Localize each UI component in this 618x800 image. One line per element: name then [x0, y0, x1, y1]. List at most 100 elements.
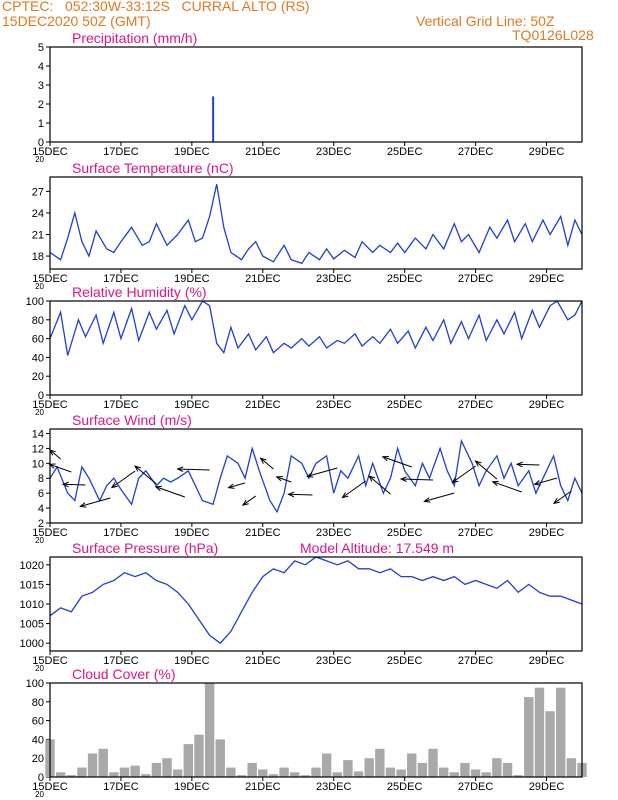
panel-1-xtick-label: 15DEC — [32, 146, 68, 158]
panel-3-title: Relative Humidity (%) — [72, 284, 207, 300]
panel-1-ytick-label: 2 — [38, 99, 44, 111]
panel-3-ytick-label: 0 — [38, 390, 44, 402]
panel-4-xtick-label: 19DEC — [174, 527, 210, 539]
panel-6-cloud-bar — [87, 753, 98, 777]
wind-arrow-head — [533, 480, 541, 486]
panel-6-cloud-bar — [109, 772, 119, 777]
panel-3-xtick-label: 25DEC — [387, 399, 423, 411]
panel-4-xtick-label: 21DEC — [245, 527, 281, 539]
date-header: 15DEC2020 50Z (GMT) — [2, 13, 151, 29]
panel-6-year-fragment: 20 — [35, 790, 44, 799]
panel-6-xtick-label: 17DEC — [103, 781, 139, 793]
panel-6-ytick-label: 80 — [32, 697, 44, 709]
panel-2-ytick-label: 18 — [32, 251, 44, 263]
panel-3-xtick-label: 23DEC — [316, 399, 352, 411]
panel-6-cloud-bar — [353, 771, 364, 777]
wind-arrow-head — [474, 460, 482, 467]
panel-6-cloud-bar — [343, 760, 353, 777]
panel-6-xtick-label: 19DEC — [174, 781, 210, 793]
panel-6-cloud-bar — [183, 744, 194, 777]
panel-1-xtick-label: 29DEC — [529, 146, 565, 158]
panel-1-xtick-label: 19DEC — [174, 146, 210, 158]
panel-5-frame — [49, 556, 583, 652]
wind-arrow — [368, 475, 391, 495]
wind-arrow-head — [110, 482, 118, 489]
panel-1-ytick-label: 0 — [38, 137, 44, 149]
panel-1-xtick-label: 25DEC — [387, 146, 423, 158]
wind-arrow-head — [306, 472, 314, 478]
panel-6-cloud-bar — [141, 774, 151, 777]
wind-arrow — [475, 460, 498, 480]
panel-6-cloud-bar — [364, 758, 374, 777]
panel-6-cloud-bar — [279, 767, 289, 777]
panel-5-ytick-label: 1005 — [20, 619, 44, 631]
panel-2-xtick-label: 19DEC — [174, 273, 210, 285]
panel-2-frame — [49, 176, 583, 270]
panel-4-series-line — [49, 438, 583, 514]
panel-2-xtick-label: 29DEC — [529, 273, 565, 285]
panel-6-cloud-bar — [247, 762, 257, 777]
wind-arrow — [228, 482, 246, 489]
panel-4-ytick-label: 4 — [38, 503, 44, 515]
panel-6-cloud-bar — [300, 775, 311, 777]
panel-4-xtick-label: 27DEC — [458, 527, 494, 539]
panel-6-cloud-bar — [215, 739, 225, 777]
panel-4-xtick-label: 29DEC — [529, 527, 565, 539]
panel-1-xtick-label: 27DEC — [458, 146, 494, 158]
panel-2-ytick-label: 24 — [32, 208, 44, 220]
wind-arrow-head — [381, 455, 389, 462]
wind-arrow — [260, 457, 274, 470]
wind-arrow — [492, 481, 522, 493]
panel-3-ytick-label: 20 — [32, 371, 44, 383]
panel-1-title: Precipitation (mm/h) — [72, 30, 197, 46]
panel-2-series-line — [49, 184, 583, 265]
wind-arrow-head — [241, 499, 249, 506]
panel-3-xtick-label: 27DEC — [458, 399, 494, 411]
model-code: TQ0126L028 — [512, 27, 594, 43]
wind-arrow — [553, 490, 572, 504]
panel-6-cloud-bar — [385, 767, 396, 777]
panel-3-ytick-label: 60 — [32, 334, 44, 346]
wind-arrow — [534, 477, 558, 485]
panel-6-cloud-bar — [556, 687, 566, 777]
panel-5-year-fragment: 20 — [35, 664, 44, 673]
panel-3-year-fragment: 20 — [35, 408, 44, 417]
panel-3-ytick-label: 80 — [32, 315, 44, 327]
panel-2-year-fragment: 20 — [35, 282, 44, 291]
wind-arrow — [424, 492, 455, 502]
panel-5-xtick-label: 23DEC — [316, 655, 352, 667]
panel-1-xtick-label: 17DEC — [103, 146, 139, 158]
panel-1-year-fragment: 20 — [35, 155, 44, 164]
panel-5-ytick-label: 1000 — [20, 638, 44, 650]
wind-arrow — [517, 463, 540, 466]
panel-1-ytick-label: 5 — [38, 42, 44, 54]
wind-arrow-head — [48, 463, 56, 469]
panel-6-cloud-bar — [130, 765, 140, 777]
panel-6-frame — [49, 682, 583, 778]
panel-1-ytick-label: 3 — [38, 80, 44, 92]
wind-arrow-head — [552, 498, 560, 505]
panel-4-xtick-label: 25DEC — [387, 527, 423, 539]
wind-arrow-head — [154, 485, 162, 492]
panel-6-cloud-bar — [204, 683, 215, 777]
panel-3-xtick-label: 29DEC — [529, 399, 565, 411]
wind-arrow-head — [259, 457, 267, 464]
panel-6-ytick-label: 20 — [32, 753, 44, 765]
wind-arrow — [382, 456, 412, 468]
wind-arrow-head — [176, 466, 184, 472]
panel-6-cloud-bar — [407, 753, 417, 777]
wind-arrow-head — [79, 502, 87, 508]
wind-arrow-head — [399, 476, 407, 482]
panel-6-title: Cloud Cover (%) — [72, 666, 175, 682]
panel-6-cloud-bar — [172, 769, 183, 777]
wind-arrow — [242, 495, 256, 506]
panel-6-cloud-bar — [236, 775, 247, 777]
panel-4-ytick-label: 8 — [38, 473, 44, 485]
panel-6-cloud-bar — [151, 762, 162, 777]
wind-arrow-head — [275, 476, 283, 482]
panel-6-cloud-bar — [566, 758, 577, 777]
panel-1-ytick-label: 1 — [38, 118, 44, 130]
panel-6-cloud-bar — [290, 772, 300, 777]
wind-arrow — [111, 470, 136, 488]
panel-6-ytick-label: 0 — [38, 772, 44, 784]
